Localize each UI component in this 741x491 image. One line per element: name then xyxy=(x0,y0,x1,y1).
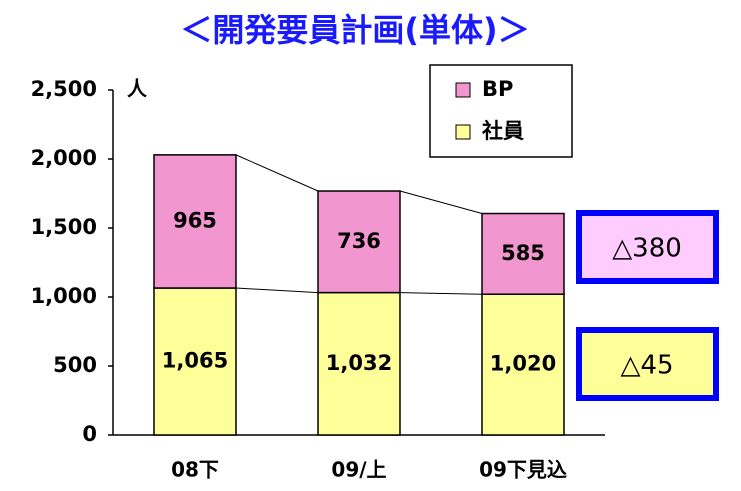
y-tick-label: 2,500 xyxy=(31,77,97,101)
value-label: 736 xyxy=(337,229,381,253)
bar-segment xyxy=(317,190,401,294)
x-tick-label: 09下見込 xyxy=(479,458,567,482)
connector-line xyxy=(235,154,319,192)
annotation-box xyxy=(576,210,719,284)
legend-swatch xyxy=(455,124,471,140)
connector-line xyxy=(235,287,319,294)
value-label: 1,020 xyxy=(490,352,556,376)
value-label: 1,032 xyxy=(326,351,392,375)
connector-line xyxy=(399,190,483,214)
annotation-text: △380 xyxy=(612,234,682,264)
value-label: 585 xyxy=(501,241,545,265)
bar-segment xyxy=(317,291,401,436)
legend-label: BP xyxy=(482,77,513,101)
value-label: 1,065 xyxy=(162,349,228,373)
bar-segment xyxy=(153,287,237,436)
y-tick-label: 2,000 xyxy=(31,146,97,170)
y-tick-label: 1,000 xyxy=(31,284,97,308)
value-label: 965 xyxy=(173,208,217,232)
legend-swatch xyxy=(455,82,471,98)
x-tick-label: 08下 xyxy=(171,458,219,482)
y-tick-label: 0 xyxy=(82,422,97,446)
annotation-box xyxy=(576,327,719,401)
bar-segment xyxy=(153,154,237,289)
chart-title: ＜開発要員計画(単体)＞ xyxy=(180,11,529,49)
connector-line xyxy=(399,292,483,295)
bar-segment xyxy=(481,212,565,295)
y-unit: 人 xyxy=(127,77,148,101)
x-tick-label: 09/上 xyxy=(331,458,386,482)
y-tick-label: 500 xyxy=(53,353,97,377)
y-tick-label: 1,500 xyxy=(31,215,97,239)
legend-label: 社員 xyxy=(481,119,524,143)
annotation-text: △45 xyxy=(620,351,673,381)
legend-box xyxy=(429,64,573,158)
